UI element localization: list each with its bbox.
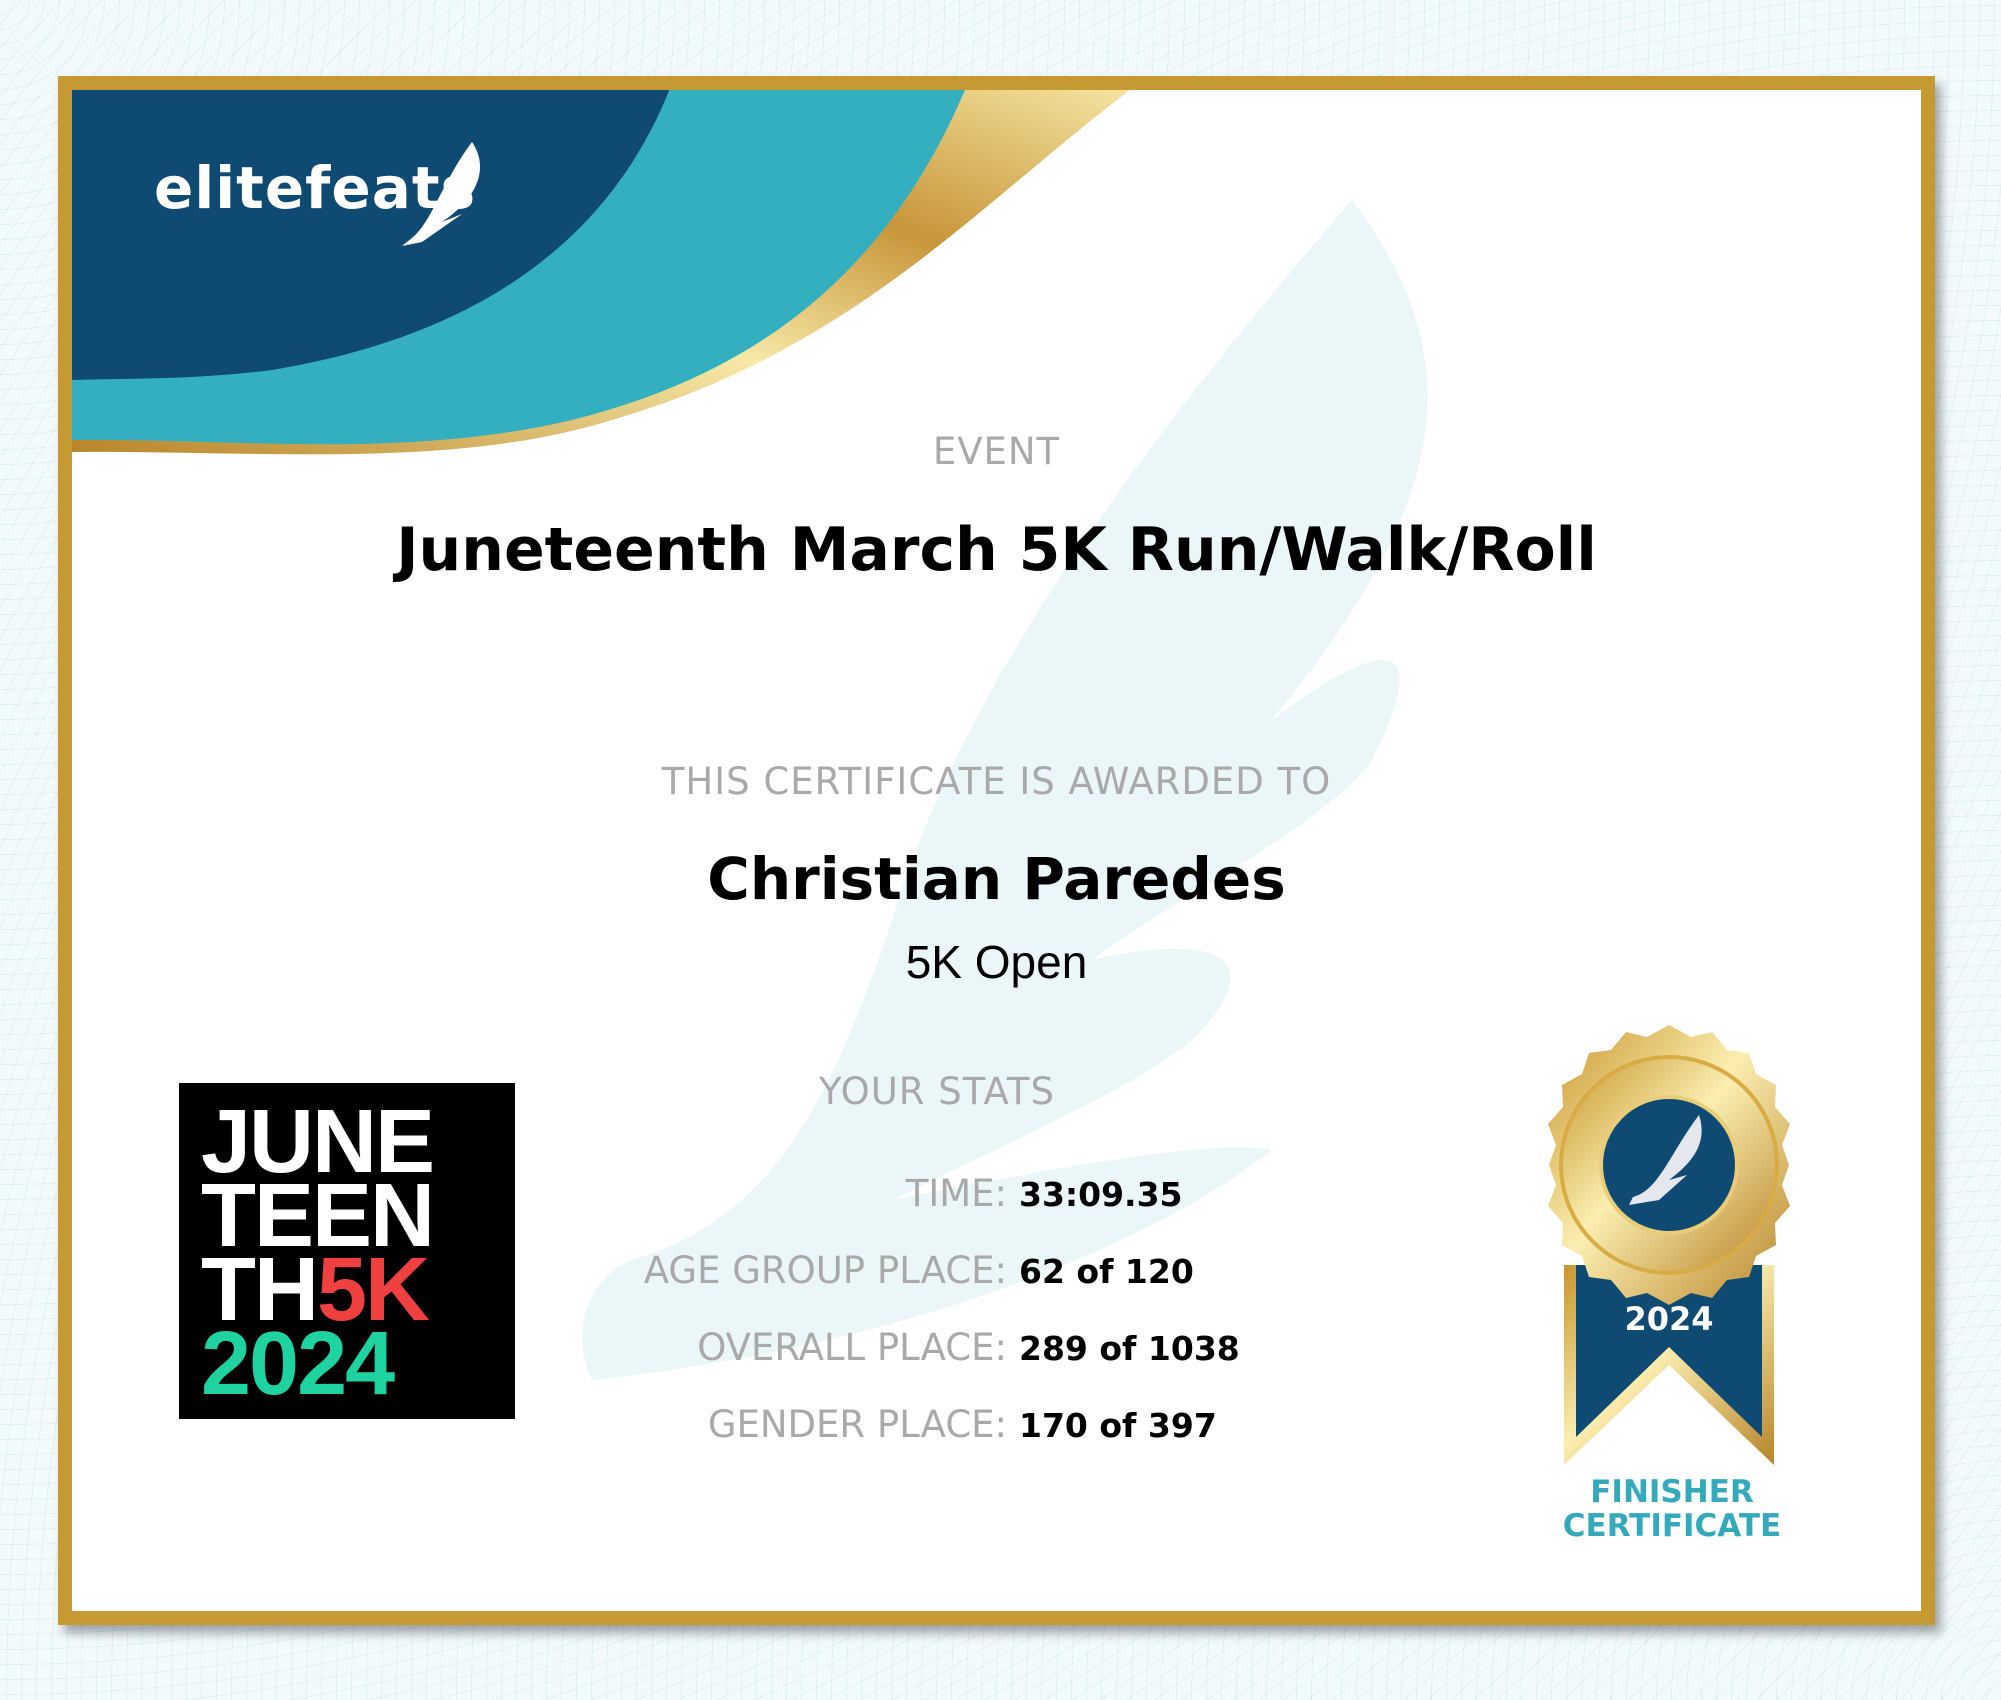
- event-title: Juneteenth March 5K Run/Walk/Roll: [396, 515, 1597, 585]
- stat-value: 170 of 397: [1019, 1406, 1217, 1445]
- stat-row-overall: OVERALL PLACE: 289 of 1038: [372, 1326, 1572, 1376]
- stat-label: AGE GROUP PLACE:: [643, 1249, 1007, 1292]
- winged-foot-icon: [402, 142, 481, 246]
- stat-label: OVERALL PLACE:: [697, 1326, 1007, 1369]
- recipient-name: Christian Paredes: [707, 845, 1286, 913]
- winged-foot-icon: [1629, 1115, 1702, 1205]
- stat-row-time: TIME: 33:09.35: [372, 1172, 1572, 1222]
- stat-value: 62 of 120: [1019, 1252, 1194, 1291]
- finisher-medal: 2024: [1548, 1025, 1790, 1465]
- header-swoosh: [72, 90, 1130, 455]
- finisher-certificate-label: FINISHER CERTIFICATE: [1562, 1474, 1782, 1544]
- juneteenth-5k-logo: JUNE TEEN TH5K 2024: [179, 1083, 515, 1419]
- stat-label: GENDER PLACE:: [707, 1403, 1007, 1446]
- certificate: elitefeats EVENT Juneteenth March 5K Run…: [58, 76, 1935, 1625]
- medal-year: 2024: [1624, 1300, 1713, 1338]
- stats-title: YOUR STATS: [819, 1070, 1055, 1113]
- awarded-to-label: THIS CERTIFICATE IS AWARDED TO: [661, 760, 1332, 803]
- stat-label: TIME:: [905, 1172, 1007, 1215]
- stat-value: 289 of 1038: [1019, 1329, 1240, 1368]
- stat-value: 33:09.35: [1019, 1175, 1183, 1214]
- division: 5K Open: [905, 936, 1088, 988]
- stat-row-age-group: AGE GROUP PLACE: 62 of 120: [372, 1249, 1572, 1299]
- elitefeats-logo: elitefeats: [154, 154, 477, 222]
- event-label: EVENT: [932, 430, 1061, 473]
- watermark-winged-foot: [582, 200, 1428, 1380]
- stat-row-gender: GENDER PLACE: 170 of 397: [372, 1403, 1572, 1453]
